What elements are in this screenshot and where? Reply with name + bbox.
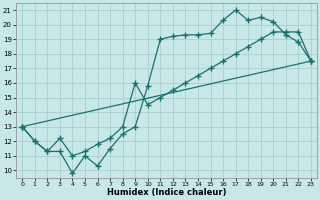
X-axis label: Humidex (Indice chaleur): Humidex (Indice chaleur) — [107, 188, 226, 197]
